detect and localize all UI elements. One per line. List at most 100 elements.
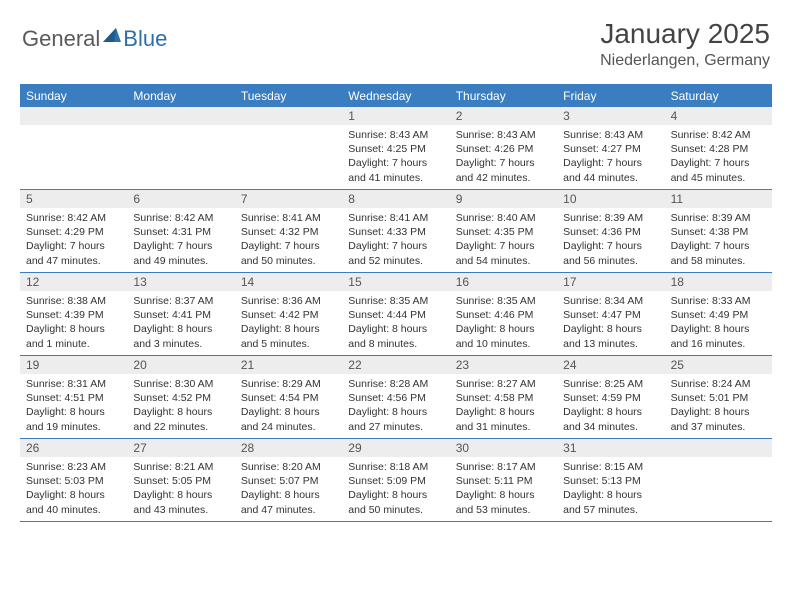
title-block: January 2025 Niederlangen, Germany — [600, 18, 770, 70]
day-number: 7 — [235, 190, 342, 208]
day-number: 20 — [127, 356, 234, 374]
day-number: 30 — [450, 439, 557, 457]
day-daylight1: Daylight: 7 hours — [456, 156, 551, 170]
day-daylight1: Daylight: 8 hours — [241, 322, 336, 336]
day-daylight2: and 47 minutes. — [241, 503, 336, 517]
day-daylight2: and 19 minutes. — [26, 420, 121, 434]
day-sunrise: Sunrise: 8:36 AM — [241, 294, 336, 308]
day-sunset: Sunset: 5:07 PM — [241, 474, 336, 488]
day-daylight2: and 44 minutes. — [563, 171, 658, 185]
day-number: 21 — [235, 356, 342, 374]
day-body: Sunrise: 8:25 AMSunset: 4:59 PMDaylight:… — [557, 374, 664, 438]
day-cell: 19Sunrise: 8:31 AMSunset: 4:51 PMDayligh… — [20, 356, 127, 438]
day-body: Sunrise: 8:39 AMSunset: 4:36 PMDaylight:… — [557, 208, 664, 272]
day-daylight1: Daylight: 8 hours — [348, 488, 443, 502]
day-daylight2: and 49 minutes. — [133, 254, 228, 268]
day-cell: 27Sunrise: 8:21 AMSunset: 5:05 PMDayligh… — [127, 439, 234, 521]
day-sunset: Sunset: 4:31 PM — [133, 225, 228, 239]
empty-day-header — [235, 107, 342, 125]
day-daylight2: and 56 minutes. — [563, 254, 658, 268]
day-cell: 17Sunrise: 8:34 AMSunset: 4:47 PMDayligh… — [557, 273, 664, 355]
day-sunrise: Sunrise: 8:43 AM — [563, 128, 658, 142]
day-cell: 29 Sunrise: 8:18 AMSunset: 5:09 PMDayligh… — [342, 439, 449, 521]
day-daylight1: Daylight: 7 hours — [26, 239, 121, 253]
day-body: Sunrise: 8:43 AMSunset: 4:26 PMDaylight:… — [450, 125, 557, 189]
day-daylight1: Daylight: 8 hours — [671, 322, 766, 336]
day-sunset: Sunset: 4:33 PM — [348, 225, 443, 239]
logo: General Blue — [22, 26, 167, 52]
day-number: 22 — [342, 356, 449, 374]
day-sunset: Sunset: 4:42 PM — [241, 308, 336, 322]
day-daylight1: Daylight: 7 hours — [133, 239, 228, 253]
day-daylight2: and 31 minutes. — [456, 420, 551, 434]
day-daylight1: Daylight: 7 hours — [671, 239, 766, 253]
day-sunrise: Sunrise: 8:18 AM — [348, 460, 443, 474]
day-sunrise: Sunrise: 8:24 AM — [671, 377, 766, 391]
day-cell: 1Sunrise: 8:43 AMSunset: 4:25 PMDaylight… — [342, 107, 449, 189]
day-sunrise: Sunrise: 8:42 AM — [26, 211, 121, 225]
day-body: Sunrise: 8:40 AMSunset: 4:35 PMDaylight:… — [450, 208, 557, 272]
day-body: Sunrise: 8:33 AMSunset: 4:49 PMDaylight:… — [665, 291, 772, 355]
day-body: Sunrise: 8:42 AMSunset: 4:29 PMDaylight:… — [20, 208, 127, 272]
day-daylight1: Daylight: 8 hours — [133, 405, 228, 419]
day-sunrise: Sunrise: 8:15 AM — [563, 460, 658, 474]
day-sunset: Sunset: 4:46 PM — [456, 308, 551, 322]
day-body: Sunrise: 8:28 AMSunset: 4:56 PMDaylight:… — [342, 374, 449, 438]
day-daylight2: and 45 minutes. — [671, 171, 766, 185]
day-cell: 5Sunrise: 8:42 AMSunset: 4:29 PMDaylight… — [20, 190, 127, 272]
day-number: 13 — [127, 273, 234, 291]
day-sunrise: Sunrise: 8:31 AM — [26, 377, 121, 391]
day-sunrise: Sunrise: 8:23 AM — [26, 460, 121, 474]
day-daylight1: Daylight: 8 hours — [348, 322, 443, 336]
day-body: Sunrise: 8:20 AMSunset: 5:07 PMDaylight:… — [235, 457, 342, 521]
day-cell: 16Sunrise: 8:35 AMSunset: 4:46 PMDayligh… — [450, 273, 557, 355]
day-daylight1: Daylight: 7 hours — [348, 156, 443, 170]
day-body: Sunrise: 8:31 AMSunset: 4:51 PMDaylight:… — [20, 374, 127, 438]
day-sunset: Sunset: 5:09 PM — [348, 474, 443, 488]
day-daylight1: Daylight: 8 hours — [348, 405, 443, 419]
day-body: Sunrise: 8:30 AMSunset: 4:52 PMDaylight:… — [127, 374, 234, 438]
day-number: 28 — [235, 439, 342, 457]
day-number: 2 — [450, 107, 557, 125]
day-sunset: Sunset: 4:51 PM — [26, 391, 121, 405]
day-number: 15 — [342, 273, 449, 291]
day-daylight2: and 24 minutes. — [241, 420, 336, 434]
day-sunset: Sunset: 4:44 PM — [348, 308, 443, 322]
dow-cell: Tuesday — [235, 86, 342, 107]
day-body: Sunrise: 8:17 AMSunset: 5:11 PMDaylight:… — [450, 457, 557, 521]
day-cell — [665, 439, 772, 521]
day-cell: 4Sunrise: 8:42 AMSunset: 4:28 PMDaylight… — [665, 107, 772, 189]
day-sunset: Sunset: 4:47 PM — [563, 308, 658, 322]
dow-cell: Monday — [127, 86, 234, 107]
day-sunrise: Sunrise: 8:20 AM — [241, 460, 336, 474]
day-daylight1: Daylight: 8 hours — [26, 322, 121, 336]
day-number: 16 — [450, 273, 557, 291]
day-body: Sunrise: 8:38 AMSunset: 4:39 PMDaylight:… — [20, 291, 127, 355]
day-body: Sunrise: 8:36 AMSunset: 4:42 PMDaylight:… — [235, 291, 342, 355]
location: Niederlangen, Germany — [600, 52, 770, 70]
week-row: 26Sunrise: 8:23 AMSunset: 5:03 PMDayligh… — [20, 439, 772, 522]
day-sunset: Sunset: 4:54 PM — [241, 391, 336, 405]
day-number: 29 — [342, 439, 449, 457]
day-body: Sunrise: 8:43 AMSunset: 4:25 PMDaylight:… — [342, 125, 449, 189]
day-sunset: Sunset: 4:32 PM — [241, 225, 336, 239]
day-daylight1: Daylight: 7 hours — [348, 239, 443, 253]
day-cell — [20, 107, 127, 189]
dow-cell: Wednesday — [342, 86, 449, 107]
day-sunset: Sunset: 4:26 PM — [456, 142, 551, 156]
day-daylight1: Daylight: 8 hours — [241, 488, 336, 502]
day-sunrise: Sunrise: 8:28 AM — [348, 377, 443, 391]
header: General Blue January 2025 Niederlangen, … — [0, 0, 792, 78]
day-number: 11 — [665, 190, 772, 208]
week-row: 5Sunrise: 8:42 AMSunset: 4:29 PMDaylight… — [20, 190, 772, 273]
day-sunset: Sunset: 5:03 PM — [26, 474, 121, 488]
day-daylight1: Daylight: 7 hours — [241, 239, 336, 253]
day-body: Sunrise: 8:43 AMSunset: 4:27 PMDaylight:… — [557, 125, 664, 189]
day-cell: 31Sunrise: 8:15 AMSunset: 5:13 PMDayligh… — [557, 439, 664, 521]
day-sunrise: Sunrise: 8:42 AM — [671, 128, 766, 142]
day-body: Sunrise: 8:35 AMSunset: 4:46 PMDaylight:… — [450, 291, 557, 355]
day-cell: 22Sunrise: 8:28 AMSunset: 4:56 PMDayligh… — [342, 356, 449, 438]
day-daylight2: and 34 minutes. — [563, 420, 658, 434]
day-sunrise: Sunrise: 8:27 AM — [456, 377, 551, 391]
empty-day-header — [127, 107, 234, 125]
